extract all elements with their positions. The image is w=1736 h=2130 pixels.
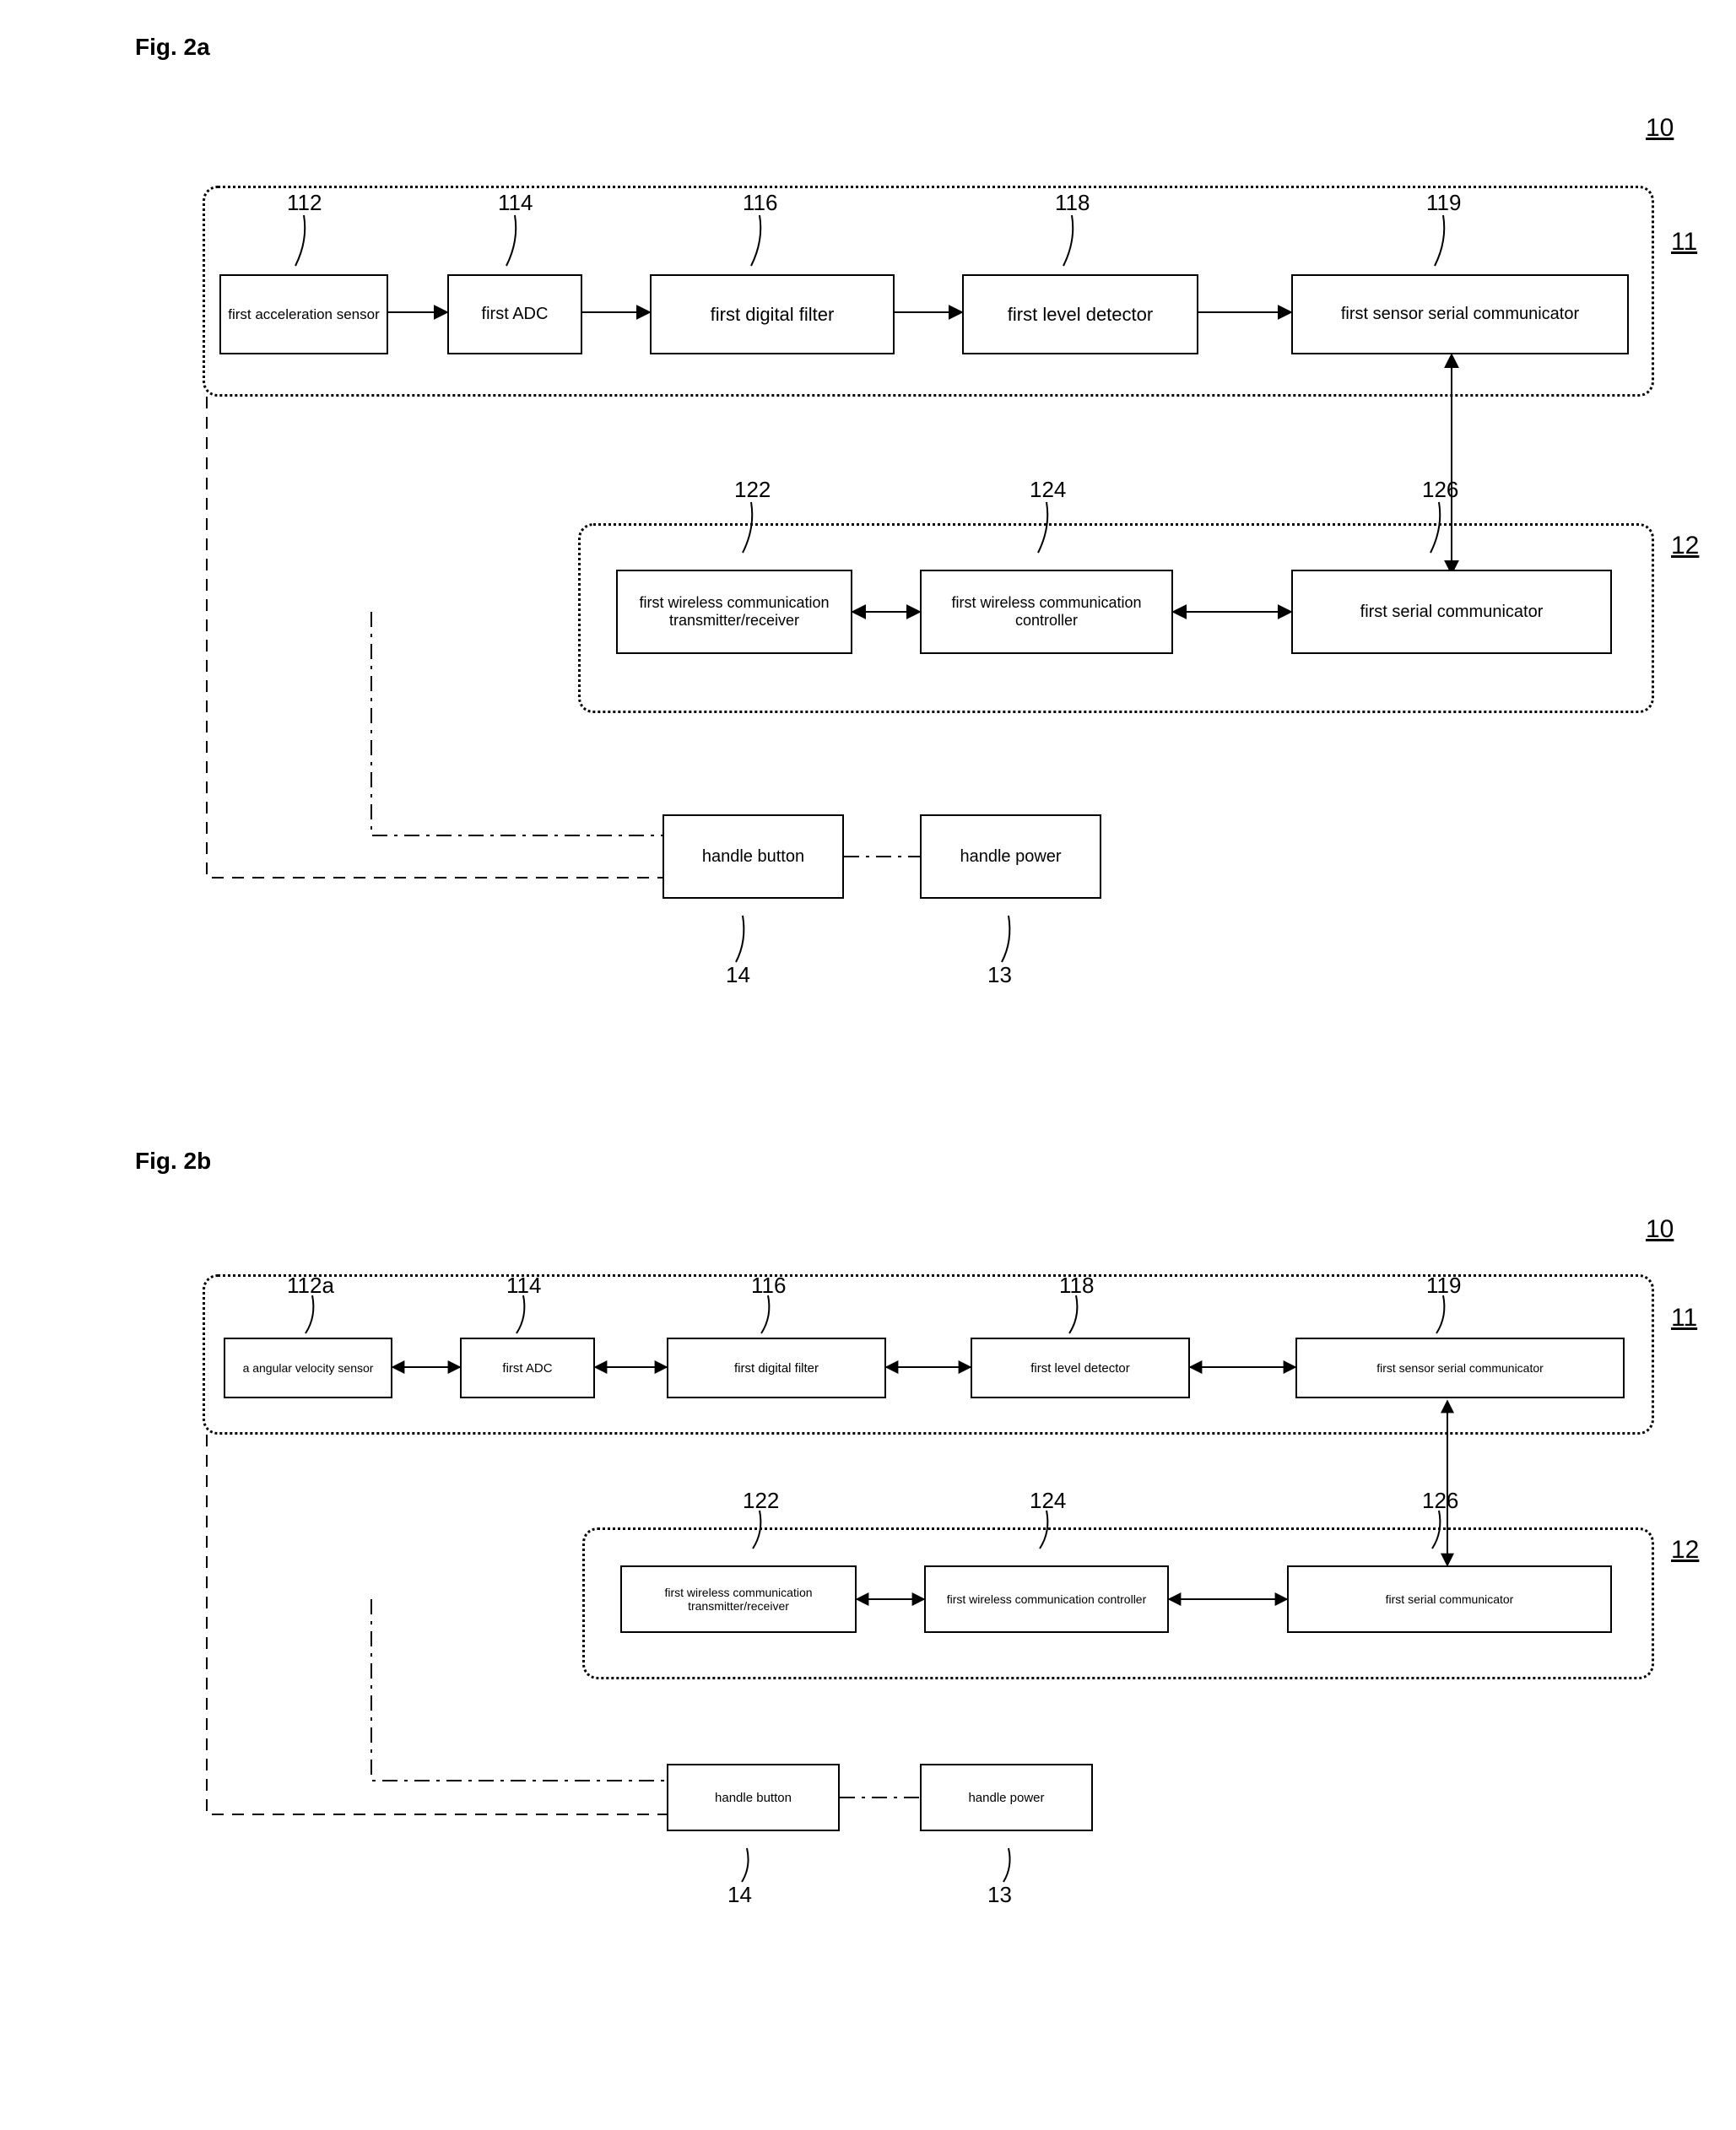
fig2b-box-112a: a angular velocity sensor	[224, 1338, 392, 1398]
fig2a-box-124: first wireless communication controller	[920, 570, 1173, 654]
fig2a-box-126: first serial communicator	[1291, 570, 1612, 654]
fig2a-ref-10: 10	[1646, 114, 1674, 143]
fig2a-num-112: 112	[287, 190, 322, 216]
fig-2b-label: Fig. 2b	[135, 1148, 211, 1175]
fig2b-box-116: first digital filter	[667, 1338, 886, 1398]
fig2b-box-122: first wireless communication transmitter…	[620, 1565, 857, 1633]
fig2a-box-119: first sensor serial communicator	[1291, 274, 1629, 354]
fig2b-ref-12: 12	[1671, 1536, 1699, 1565]
page: Fig. 2a	[34, 34, 1702, 2096]
fig2b-num-116: 116	[751, 1273, 786, 1299]
fig2b-box-114: first ADC	[460, 1338, 595, 1398]
fig2b-ref-11: 11	[1671, 1304, 1697, 1333]
fig2a-num-14: 14	[726, 962, 750, 988]
fig2a-ref-12: 12	[1671, 532, 1699, 560]
fig2a-box-13: handle power	[920, 814, 1101, 899]
fig2b-num-124: 124	[1030, 1488, 1066, 1514]
fig2b-num-112a: 112a	[287, 1273, 334, 1299]
fig2b-box-118: first level detector	[971, 1338, 1190, 1398]
fig2a-num-118: 118	[1055, 190, 1090, 216]
fig2b-ref-10: 10	[1646, 1215, 1674, 1244]
fig2a-num-114: 114	[498, 190, 533, 216]
fig2a-box-14: handle button	[662, 814, 844, 899]
fig2a-num-126: 126	[1422, 477, 1458, 503]
fig2b-box-119: first sensor serial communicator	[1295, 1338, 1625, 1398]
fig2b-num-13: 13	[987, 1882, 1012, 1908]
fig-2b-diagram: 10 11 12 112a a angular velocity sensor …	[135, 1241, 1671, 2084]
fig2b-num-119: 119	[1426, 1273, 1461, 1299]
fig2a-num-124: 124	[1030, 477, 1066, 503]
fig2a-num-116: 116	[743, 190, 777, 216]
fig2b-box-13: handle power	[920, 1764, 1093, 1831]
fig2b-box-124: first wireless communication controller	[924, 1565, 1169, 1633]
fig2a-box-112: first acceleration sensor	[219, 274, 388, 354]
fig-2a-label: Fig. 2a	[135, 34, 210, 61]
fig2b-num-122: 122	[743, 1488, 779, 1514]
fig2a-num-13: 13	[987, 962, 1012, 988]
fig2a-box-116: first digital filter	[650, 274, 895, 354]
fig2b-box-14: handle button	[667, 1764, 840, 1831]
fig2a-num-122: 122	[734, 477, 771, 503]
fig2b-num-118: 118	[1059, 1273, 1094, 1299]
fig2a-box-114: first ADC	[447, 274, 582, 354]
fig2b-num-114: 114	[506, 1273, 541, 1299]
fig2a-box-122: first wireless communication transmitter…	[616, 570, 852, 654]
fig2b-box-126: first serial communicator	[1287, 1565, 1612, 1633]
fig2a-num-119: 119	[1426, 190, 1461, 216]
fig2a-ref-11: 11	[1671, 228, 1697, 257]
fig2b-num-126: 126	[1422, 1488, 1458, 1514]
fig-2a-diagram: 10 11 12 112 first acceleration sensor 1…	[135, 143, 1671, 1156]
fig2b-num-14: 14	[727, 1882, 752, 1908]
fig2a-box-118: first level detector	[962, 274, 1198, 354]
